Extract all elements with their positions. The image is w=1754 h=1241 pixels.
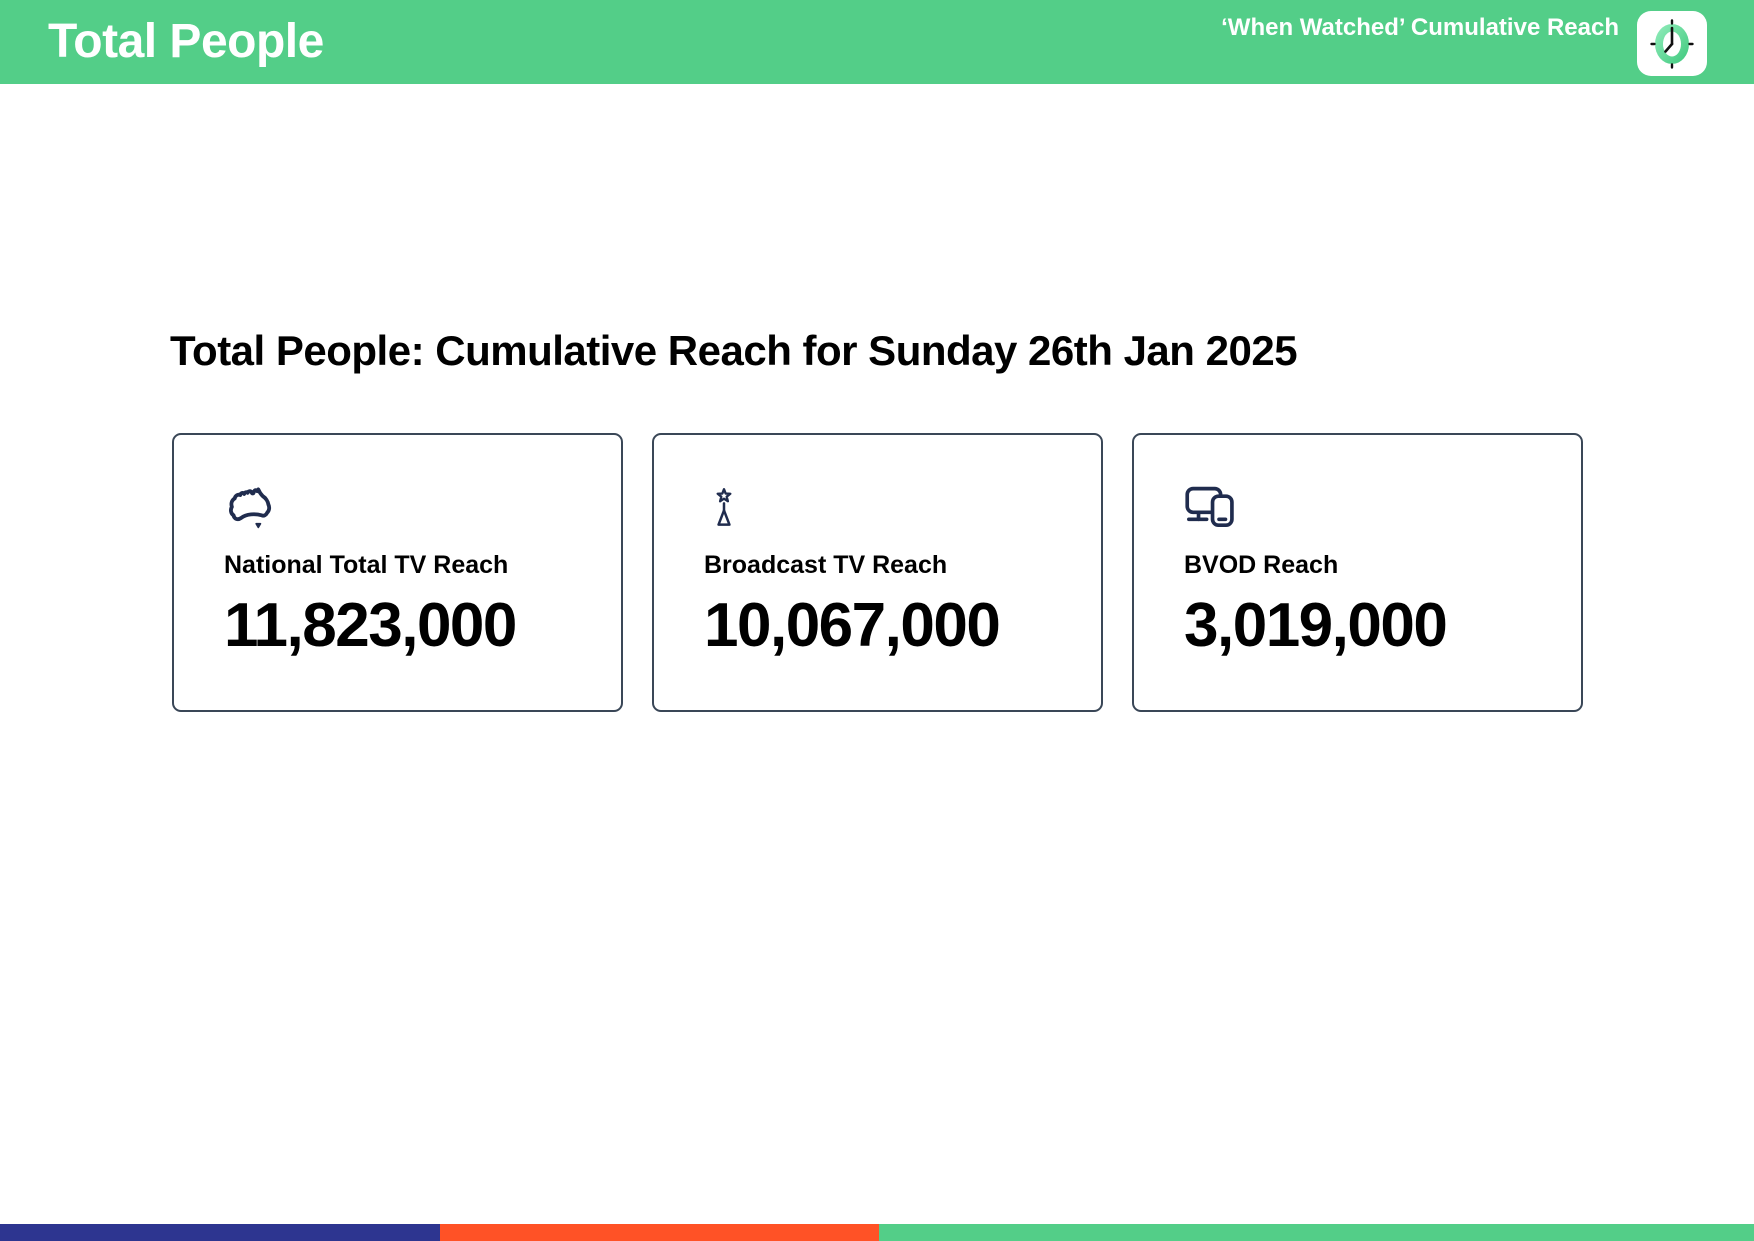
card-label: BVOD Reach [1184,551,1339,579]
main-heading: Total People: Cumulative Reach for Sunda… [170,327,1298,374]
australia-map-icon [224,483,621,537]
card-label: National Total TV Reach [224,551,509,579]
header-right-group: ‘When Watched’ Cumulative Reach [1221,0,1707,84]
card-broadcast-tv-reach: Broadcast TV Reach 10,067,000 [652,433,1103,712]
footer-segment-navy [0,1224,441,1241]
header-bar: Total People ‘When Watched’ Cumulative R… [0,0,1754,84]
card-value: 10,067,000 [704,591,1001,660]
card-value: 11,823,000 [224,591,517,660]
kpi-cards-row: National Total TV Reach 11,823,000 Broad… [172,433,1583,712]
card-value: 3,019,000 [1184,591,1448,660]
card-label: Broadcast TV Reach [704,551,948,579]
card-national-total-tv-reach: National Total TV Reach 11,823,000 [172,433,623,712]
broadcast-tower-icon [704,483,1101,537]
devices-icon [1184,483,1581,537]
page-title: Total People [48,15,324,68]
footer-segment-green [878,1224,1754,1241]
report-subtitle: ‘When Watched’ Cumulative Reach [1221,14,1619,41]
clock-icon [1637,11,1707,76]
card-bvod-reach: BVOD Reach 3,019,000 [1132,433,1583,712]
footer-segment-orange [440,1224,879,1241]
footer-brand-bar [0,1224,1754,1241]
